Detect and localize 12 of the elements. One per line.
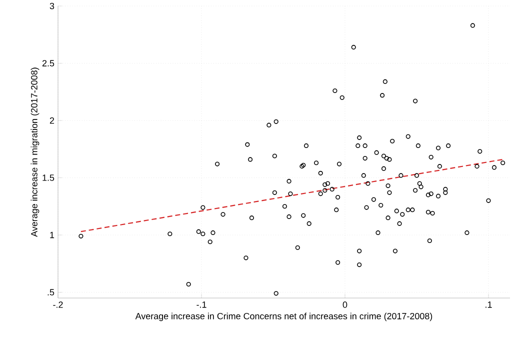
y-tick-label: 1 [50, 232, 54, 238]
y-axis-title: Average increase in migration (2017-2008) [30, 68, 40, 237]
x-tick-label: -.1 [196, 302, 206, 308]
y-tick-label: 2 [50, 117, 54, 124]
y-tick-label: 3 [50, 2, 54, 10]
y-tick-label: 2.5 [42, 60, 54, 66]
y-tick-label: .5 [48, 289, 54, 296]
y-tick-label: 1.5 [42, 174, 54, 181]
x-tick-label: .1 [486, 302, 492, 308]
x-tick-label: -.2 [53, 302, 63, 308]
x-axis-title: Average increase in Crime Concerns net of increases in crime (2017-2008) [135, 312, 432, 322]
x-tick-label: 0 [342, 302, 348, 308]
